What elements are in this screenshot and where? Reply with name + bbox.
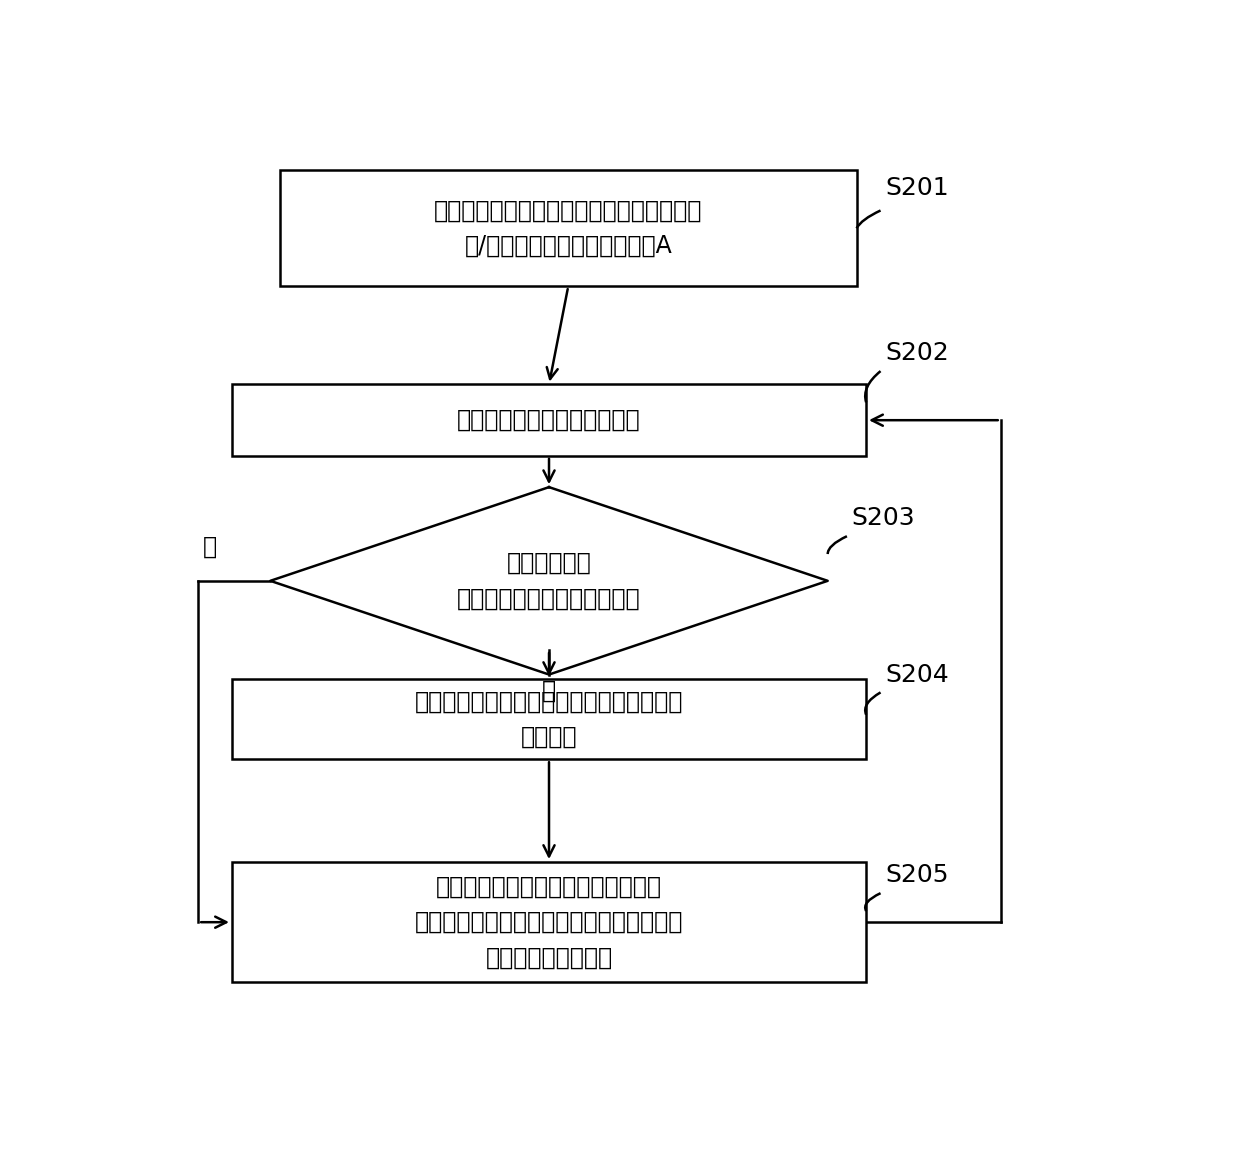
Text: S203: S203 bbox=[852, 506, 915, 531]
Text: 利用非重选优先级配置参数的预设参数选择
驻留小区: 利用非重选优先级配置参数的预设参数选择 驻留小区 bbox=[415, 690, 683, 749]
Text: S205: S205 bbox=[885, 863, 949, 888]
Text: S201: S201 bbox=[885, 176, 949, 201]
Text: 检测小区间的
重选优先级配置是否存在冲突: 检测小区间的 重选优先级配置是否存在冲突 bbox=[458, 552, 641, 611]
Polygon shape bbox=[270, 487, 828, 675]
Text: S204: S204 bbox=[885, 663, 949, 686]
FancyBboxPatch shape bbox=[232, 679, 866, 759]
Text: 在移动终端开机初始化后，通过开机小区选
择/小区重选等过程接入到小区A: 在移动终端开机初始化后，通过开机小区选 择/小区重选等过程接入到小区A bbox=[434, 198, 702, 258]
Text: S202: S202 bbox=[885, 341, 949, 365]
Text: 是: 是 bbox=[542, 679, 556, 704]
Text: 移动终端重选到重选优先级高的小区
，且保持正常驻留状态，检测下一个可重选
的高重选优先级小区: 移动终端重选到重选优先级高的小区 ，且保持正常驻留状态，检测下一个可重选 的高重… bbox=[415, 875, 683, 970]
FancyBboxPatch shape bbox=[232, 385, 866, 455]
Text: 否: 否 bbox=[203, 534, 217, 559]
FancyBboxPatch shape bbox=[232, 862, 866, 983]
FancyBboxPatch shape bbox=[280, 170, 857, 286]
Text: 检测到重选优先级高于的小区: 检测到重选优先级高于的小区 bbox=[458, 408, 641, 432]
